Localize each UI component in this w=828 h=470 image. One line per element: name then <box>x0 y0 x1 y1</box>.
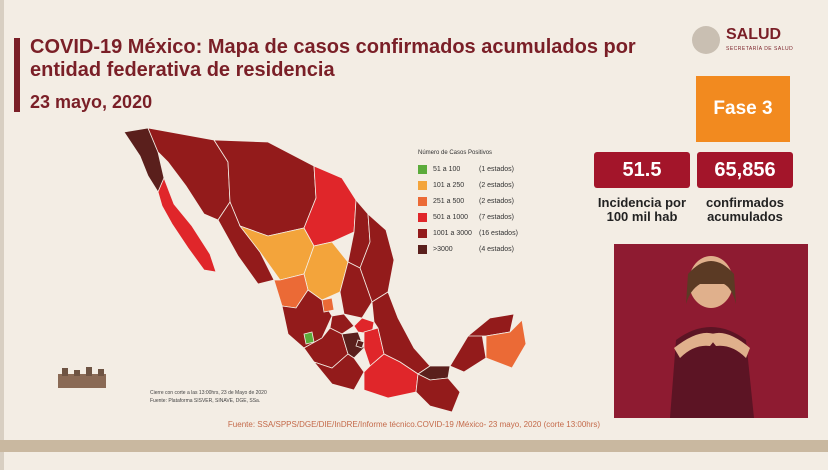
legend-item: 101 a 250 (2 estados) <box>418 177 558 193</box>
incidence-label: Incidencia por 100 mil hab <box>597 195 687 224</box>
map-state-aguascalientes <box>321 297 335 313</box>
legend-count: (2 estados) <box>479 181 515 189</box>
legend-range: 51 a 100 <box>433 165 461 173</box>
legend-swatch <box>418 180 427 190</box>
map-state-chiapas <box>415 373 461 412</box>
map-state-quintana-roo <box>485 319 527 369</box>
map-state-cdmx <box>355 339 365 349</box>
phase-badge: Fase 3 <box>696 76 790 142</box>
report-date: 23 mayo, 2020 <box>30 92 153 112</box>
legend-title: Número de Casos Positivos <box>418 150 493 156</box>
bottom-decor-strip <box>0 440 828 452</box>
logo-text: SALUD <box>726 26 782 43</box>
map-state-guanajuato <box>329 313 355 335</box>
sign-language-interpreter-panel <box>614 244 808 418</box>
legend-count: (7 estados) <box>479 213 515 221</box>
legend-item: 51 a 100 (1 estados) <box>418 161 558 177</box>
map-state-guerrero <box>312 353 365 391</box>
map-state-estado-de-mexico <box>341 331 365 359</box>
page-title: COVID-19 México: Mapa de casos confirmad… <box>30 36 636 81</box>
incidence-value-box: 51.5 <box>594 152 690 188</box>
legend-range: 251 a 500 <box>433 197 465 205</box>
legend-item: 501 a 1000 (7 estados) <box>418 209 558 225</box>
legend-count: (16 estados) <box>479 229 518 237</box>
legend-count: (1 estados) <box>479 165 515 173</box>
interpreter-figure-icon <box>670 256 754 418</box>
source-footer: Fuente: SSA/SPPS/DGE/DIE/InDRE/Informe t… <box>227 420 601 429</box>
coat-of-arms-icon <box>692 26 720 54</box>
salud-logo: SALUD SECRETARÍA DE SALUD <box>692 24 812 60</box>
monument-illustration-icon <box>58 367 106 388</box>
left-decor-strip <box>0 0 4 470</box>
legend-range: >3000 <box>433 245 453 253</box>
legend-range: 501 a 1000 <box>433 213 469 221</box>
mexico-choropleth-map <box>123 127 527 412</box>
legend-swatch <box>418 244 427 254</box>
legend-count: (4 estados) <box>479 245 515 253</box>
map-state-yucatan <box>466 313 515 337</box>
legend-item: >3000 (4 estados) <box>418 241 558 257</box>
legend-item: 1001 a 3000 (16 estados) <box>418 225 558 241</box>
map-state-sinaloa <box>217 201 275 285</box>
legend-swatch <box>418 196 427 206</box>
map-state-campeche <box>449 333 487 373</box>
confirmed-value-box: 65,856 <box>697 152 793 188</box>
legend-count: (2 estados) <box>479 197 515 205</box>
legend-swatch <box>418 212 427 222</box>
map-state-colima <box>303 331 315 345</box>
title-accent-bar <box>14 38 20 112</box>
legend-range: 1001 a 3000 <box>433 229 472 237</box>
map-state-baja-california-sur <box>157 176 217 273</box>
logo-subtext: SECRETARÍA DE SALUD <box>726 46 794 52</box>
confirmed-label: confirmados acumulados <box>705 195 784 224</box>
source-note: Fuente: Plataforma SISVER, SINAVE, DGE, … <box>150 398 261 404</box>
map-legend: Número de Casos Positivos 51 a 100 (1 es… <box>418 150 558 257</box>
legend-range: 101 a 250 <box>433 181 465 189</box>
legend-item: 251 a 500 (2 estados) <box>418 193 558 209</box>
legend-swatch <box>418 164 427 174</box>
cutoff-note: Cierre con corte a las 13:00hrs, 23 de M… <box>150 390 267 396</box>
legend-swatch <box>418 228 427 238</box>
